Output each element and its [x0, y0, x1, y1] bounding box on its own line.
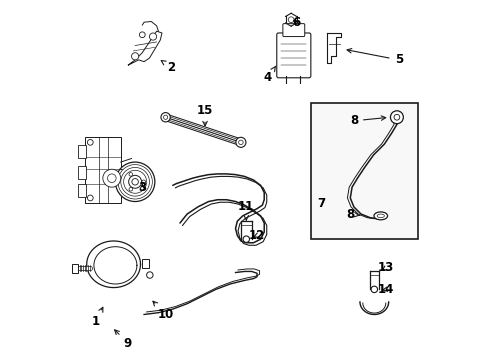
FancyBboxPatch shape [282, 24, 304, 37]
Circle shape [115, 162, 155, 202]
Text: 7: 7 [317, 197, 325, 210]
Circle shape [163, 115, 167, 120]
Circle shape [132, 179, 138, 185]
Text: 8: 8 [346, 208, 359, 221]
Text: 4: 4 [263, 66, 275, 84]
Circle shape [139, 32, 145, 38]
Circle shape [370, 286, 377, 293]
Bar [310, 103, 418, 239]
Circle shape [118, 165, 152, 199]
Text: 6: 6 [292, 17, 300, 30]
Circle shape [389, 111, 403, 124]
Text: 1: 1 [91, 307, 102, 328]
Text: 9: 9 [114, 330, 132, 350]
Circle shape [393, 114, 399, 120]
Text: 15: 15 [197, 104, 213, 126]
Circle shape [87, 139, 93, 145]
Text: 2: 2 [161, 60, 175, 73]
Circle shape [238, 140, 243, 145]
Text: 13: 13 [377, 261, 393, 274]
Circle shape [128, 175, 142, 188]
Circle shape [235, 137, 245, 147]
Circle shape [146, 272, 153, 278]
Circle shape [121, 167, 149, 196]
Text: 5: 5 [346, 49, 402, 66]
Circle shape [131, 53, 139, 60]
Polygon shape [128, 31, 162, 65]
Text: 12: 12 [248, 229, 264, 242]
Text: 3: 3 [138, 181, 146, 194]
Text: 14: 14 [377, 283, 393, 296]
Circle shape [243, 236, 249, 242]
Circle shape [129, 172, 132, 176]
FancyBboxPatch shape [72, 264, 78, 273]
Circle shape [142, 180, 145, 184]
Circle shape [287, 17, 293, 23]
Bar [78, 145, 85, 158]
Ellipse shape [373, 212, 387, 220]
FancyBboxPatch shape [142, 259, 148, 268]
Bar [78, 166, 85, 179]
Ellipse shape [376, 214, 384, 218]
Circle shape [107, 174, 116, 183]
FancyBboxPatch shape [85, 137, 121, 203]
Text: 8: 8 [349, 114, 385, 127]
Text: 11: 11 [238, 201, 254, 220]
Text: 10: 10 [153, 301, 173, 321]
Circle shape [102, 169, 121, 187]
Circle shape [161, 113, 170, 122]
Bar [78, 184, 85, 197]
Circle shape [149, 33, 156, 40]
Circle shape [129, 188, 132, 191]
Circle shape [87, 195, 93, 201]
FancyBboxPatch shape [276, 33, 310, 78]
Circle shape [123, 170, 146, 193]
